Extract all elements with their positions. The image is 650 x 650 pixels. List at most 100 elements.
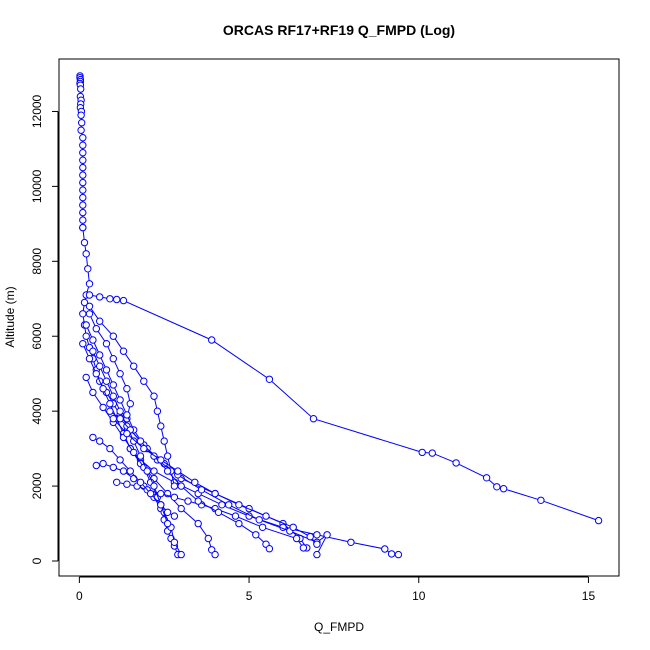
data-point — [79, 216, 87, 224]
data-point — [482, 474, 491, 482]
data-point — [214, 508, 223, 516]
x-tick-label: 5 — [246, 589, 253, 603]
data-point — [130, 474, 138, 483]
data-point — [109, 463, 118, 472]
data-point — [109, 415, 118, 423]
data-point — [96, 351, 104, 359]
data-point — [143, 467, 151, 475]
data-point — [79, 201, 87, 209]
data-point — [174, 467, 182, 475]
series-7 — [92, 459, 182, 559]
data-point — [79, 178, 87, 187]
data-point — [82, 373, 90, 382]
data-point — [537, 496, 545, 504]
data-point — [252, 531, 260, 539]
data-point — [123, 429, 131, 438]
data-point — [85, 355, 94, 363]
data-point — [136, 478, 145, 486]
x-tick-label: 15 — [582, 589, 596, 603]
data-point — [79, 193, 87, 202]
data-point — [452, 459, 460, 467]
data-point — [150, 482, 158, 490]
data-point — [92, 325, 101, 333]
data-point — [235, 519, 243, 528]
series-5 — [82, 321, 331, 559]
data-point — [109, 355, 118, 363]
data-point — [184, 497, 192, 505]
data-point — [119, 467, 128, 475]
data-point — [109, 381, 118, 389]
x-tick-label: 10 — [412, 589, 426, 603]
data-point — [292, 534, 301, 543]
data-point — [262, 512, 270, 520]
data-point — [79, 208, 87, 217]
data-point — [150, 392, 158, 400]
data-point — [106, 407, 114, 415]
x-axis-label: Q_FMPD — [314, 620, 364, 634]
data-point — [99, 459, 107, 468]
data-point — [92, 461, 101, 470]
data-point — [130, 362, 138, 370]
data-point — [130, 448, 138, 457]
series-line — [82, 343, 216, 555]
data-point — [106, 295, 114, 303]
data-point — [96, 437, 104, 445]
data-point — [78, 119, 86, 127]
data-point — [77, 126, 85, 134]
data-point — [157, 456, 165, 464]
data-point — [99, 403, 107, 412]
data-point — [265, 375, 274, 383]
data-point — [77, 85, 85, 93]
x-tick-label: 0 — [76, 589, 83, 603]
data-point — [96, 362, 104, 370]
data-point — [146, 489, 155, 498]
data-point — [136, 437, 145, 445]
series-line — [92, 436, 175, 517]
data-point — [82, 250, 90, 258]
data-point — [211, 489, 219, 498]
y-tick-label: 8000 — [30, 248, 44, 275]
data-point — [85, 310, 94, 318]
data-point — [309, 415, 318, 423]
data-point — [235, 501, 243, 509]
chart-title: ORCAS RF17+RF19 Q_FMPD (Log) — [223, 22, 455, 38]
data-point — [79, 171, 87, 179]
data-point — [102, 340, 111, 348]
data-point — [79, 134, 87, 142]
data-point — [123, 480, 131, 488]
data-point — [493, 483, 501, 491]
data-point — [163, 508, 172, 516]
data-point — [170, 482, 179, 490]
data-point — [381, 545, 389, 553]
y-tick-label: 2000 — [30, 472, 44, 499]
data-point — [313, 531, 321, 539]
y-axis-label: Altitude (m) — [3, 286, 17, 347]
data-point — [123, 411, 131, 419]
data-point — [177, 482, 185, 490]
data-point — [191, 478, 199, 486]
data-point — [126, 400, 135, 408]
data-point — [428, 449, 436, 457]
y-tick-label: 10000 — [30, 169, 44, 203]
data-point — [313, 550, 321, 559]
data-point — [119, 347, 128, 355]
series-1 — [76, 72, 87, 232]
data-point — [79, 340, 87, 348]
data-point — [113, 295, 121, 304]
data-point — [89, 433, 97, 442]
data-point — [85, 302, 94, 310]
data-point — [99, 385, 107, 393]
data-point — [89, 388, 97, 397]
data-point — [157, 422, 165, 430]
data-point — [84, 265, 92, 273]
data-point — [204, 534, 213, 543]
data-point — [208, 336, 216, 344]
data-point — [289, 523, 297, 531]
data-point — [594, 516, 603, 525]
data-point — [347, 538, 355, 546]
data-point — [170, 538, 179, 546]
data-point — [394, 550, 403, 559]
data-point — [106, 400, 114, 408]
data-point — [123, 385, 131, 393]
